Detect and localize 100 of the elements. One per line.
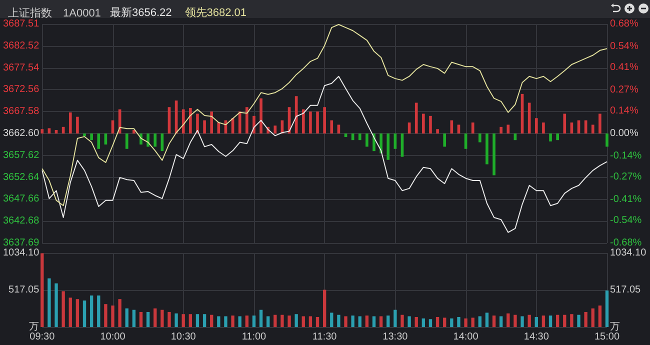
y-tick-label: 万 xyxy=(29,322,40,332)
bar xyxy=(302,316,305,327)
y-tick-label: 3637.69 xyxy=(2,238,40,248)
bar xyxy=(492,316,496,327)
bar xyxy=(82,300,86,327)
bar xyxy=(365,316,369,327)
y-tick-label: 3657.62 xyxy=(2,150,40,161)
bar xyxy=(90,296,94,327)
bar xyxy=(274,314,277,327)
bar xyxy=(154,308,157,327)
bar xyxy=(414,316,418,327)
bar xyxy=(422,318,426,327)
bar xyxy=(97,296,100,327)
y2-tick-label: 0.00% xyxy=(610,128,638,139)
bar xyxy=(132,310,136,327)
bar xyxy=(534,118,538,134)
bar xyxy=(422,114,425,134)
bar xyxy=(160,310,164,327)
bar xyxy=(457,124,460,134)
y-tick-label: 3677.54 xyxy=(2,62,40,74)
bar xyxy=(280,314,284,327)
bar xyxy=(210,314,214,327)
bar xyxy=(224,316,228,327)
y2-tick-label: -0.41% xyxy=(610,194,642,206)
bar xyxy=(40,129,44,134)
bar xyxy=(118,299,122,327)
y2-tick-label: 0.27% xyxy=(610,84,638,96)
bar xyxy=(323,107,326,134)
bar xyxy=(386,316,390,327)
bar xyxy=(534,316,538,327)
bar xyxy=(83,134,86,136)
x-tick-label: 11:30 xyxy=(312,332,338,342)
bar xyxy=(146,312,150,327)
bar xyxy=(542,122,545,134)
bar xyxy=(76,116,79,134)
y-tick-label: 3687.51 xyxy=(2,18,40,30)
y2-tick-label: 0.14% xyxy=(610,105,638,116)
bar xyxy=(500,126,502,134)
bar xyxy=(90,134,93,140)
bar xyxy=(203,120,206,134)
bar xyxy=(591,124,594,134)
bar xyxy=(528,314,531,327)
x-tick-label: 14:00 xyxy=(453,332,479,342)
bar xyxy=(188,314,192,327)
bar xyxy=(457,316,460,327)
bar xyxy=(238,112,242,134)
bar xyxy=(132,130,136,134)
bar xyxy=(139,312,143,327)
bar xyxy=(500,316,503,327)
bar xyxy=(182,314,185,327)
y-tick-label: 3652.64 xyxy=(2,172,40,183)
y2-tick-label: -0.27% xyxy=(610,171,642,182)
x-tick-label: 10:00 xyxy=(100,332,126,342)
y-tick-label: 3662.60 xyxy=(2,128,40,139)
bar xyxy=(584,312,588,327)
bar xyxy=(174,313,178,327)
y-tick-label: 1034.10 xyxy=(2,248,40,258)
bar xyxy=(154,134,157,147)
bar xyxy=(520,316,524,327)
bar xyxy=(542,316,546,327)
bar xyxy=(379,316,383,327)
bar xyxy=(62,291,65,327)
bar xyxy=(549,134,552,142)
bar xyxy=(486,134,488,164)
bar xyxy=(598,306,602,327)
bar xyxy=(351,316,354,327)
x-tick-label: 11:00 xyxy=(242,332,267,342)
y2-tick-label: 0.41% xyxy=(610,62,638,73)
bar xyxy=(125,308,128,327)
bar xyxy=(570,314,574,327)
bar xyxy=(478,134,482,142)
bar xyxy=(48,128,51,134)
bar xyxy=(189,108,192,134)
bar xyxy=(252,316,256,327)
y-tick-label: 3647.66 xyxy=(2,194,40,205)
bar xyxy=(316,112,319,134)
text: 最新3656.22 xyxy=(110,6,172,19)
y2-tick-label: 1034.10 xyxy=(610,248,647,258)
y-tick-label: 3672.56 xyxy=(2,84,40,96)
bar xyxy=(492,134,496,176)
y2-tick-label: 517.05 xyxy=(610,284,642,296)
bar xyxy=(478,316,482,327)
bar xyxy=(366,134,368,147)
bar xyxy=(556,134,559,140)
bar xyxy=(400,314,404,327)
bar xyxy=(76,299,80,327)
bar xyxy=(309,112,312,134)
bar xyxy=(429,116,432,134)
bar xyxy=(386,134,390,160)
bar xyxy=(337,124,340,134)
bar xyxy=(372,316,376,327)
x-tick-label: 09:30 xyxy=(30,332,56,342)
bar xyxy=(443,134,446,147)
y-tick-label: 3667.58 xyxy=(2,106,40,118)
bar xyxy=(259,310,263,327)
bar xyxy=(443,318,446,327)
y2-tick-label: 0.54% xyxy=(610,41,638,52)
chart-title: 上证指数 xyxy=(8,6,52,20)
y-tick-label: 3682.52 xyxy=(2,40,40,52)
bar xyxy=(556,314,560,327)
